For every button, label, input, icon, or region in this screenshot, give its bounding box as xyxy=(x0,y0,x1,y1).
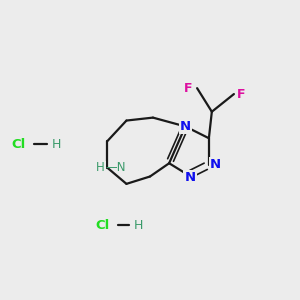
Text: F: F xyxy=(237,88,245,100)
Text: F: F xyxy=(184,82,193,95)
Text: N: N xyxy=(184,172,196,184)
Text: N: N xyxy=(210,158,221,171)
Text: —N: —N xyxy=(105,161,125,174)
Text: H: H xyxy=(51,138,61,151)
Text: H: H xyxy=(96,161,105,174)
Text: N: N xyxy=(180,120,191,133)
Text: Cl: Cl xyxy=(96,219,110,232)
Text: H: H xyxy=(134,219,143,232)
Text: Cl: Cl xyxy=(12,138,26,151)
